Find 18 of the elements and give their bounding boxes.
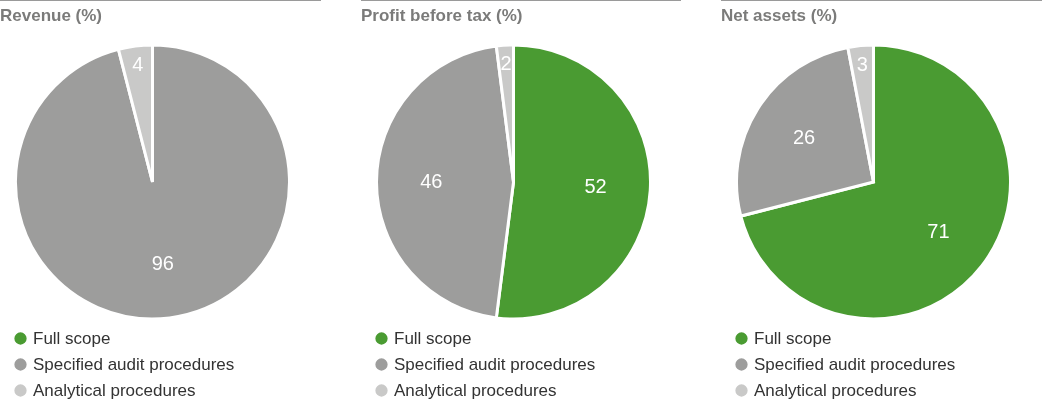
chart-title: Revenue (%)	[0, 6, 103, 25]
legend-label: Full scope	[754, 328, 832, 348]
legend-label: Analytical procedures	[754, 380, 917, 400]
legend-label: Specified audit procedures	[33, 354, 235, 374]
legend-label: Full scope	[33, 328, 111, 348]
legend-label: Analytical procedures	[393, 380, 557, 400]
data-label: 96	[151, 251, 174, 274]
data-label: 26	[793, 125, 816, 148]
legend-label: Specified audit procedures	[754, 354, 956, 374]
data-label: 46	[419, 170, 443, 192]
data-label: 52	[584, 175, 607, 198]
legend-label: Analytical procedures	[33, 380, 196, 400]
legend-label: Full scope	[393, 328, 472, 348]
chart-title: Net assets (%)	[721, 6, 838, 25]
pie-slice	[14, 43, 291, 321]
data-label: 71	[927, 220, 950, 243]
legend-label: Specified audit procedures	[393, 354, 595, 374]
chart-title: Profit before tax (%)	[360, 6, 523, 25]
